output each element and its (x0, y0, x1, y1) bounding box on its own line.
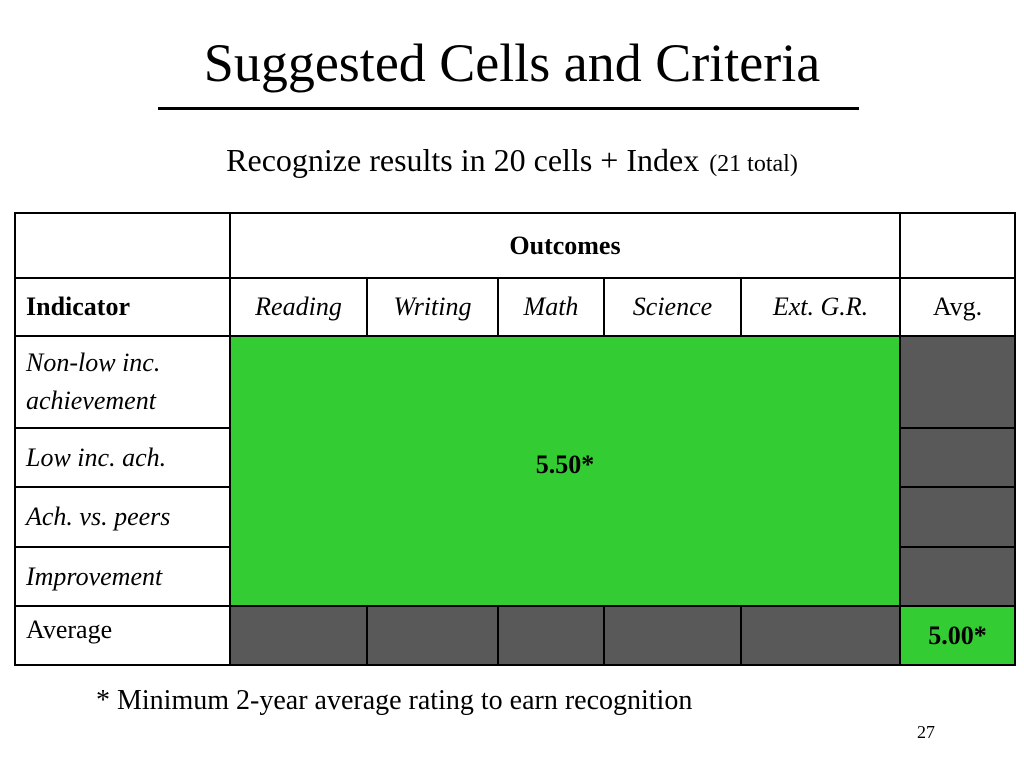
row-label-low-inc: Low inc. ach. (14, 427, 231, 488)
criteria-table: Outcomes Indicator Reading Writing Math … (14, 212, 1016, 666)
column-header-reading: Reading (229, 277, 368, 337)
subtitle-note: (21 total) (709, 151, 798, 177)
subtitle-main: Recognize results in 20 cells + Index (226, 142, 700, 178)
average-gray-cell (366, 605, 499, 666)
average-row: Average 5.00* (14, 605, 1016, 666)
row-label-average: Average (14, 605, 231, 666)
column-header-math: Math (497, 277, 605, 337)
empty-avg-header-cell (899, 212, 1016, 279)
index-value-cell: 5.00* (899, 605, 1016, 666)
average-gray-cell (229, 605, 368, 666)
avg-gray-cell (899, 486, 1016, 548)
table-row: Non-low inc. achievement 5.50* (14, 335, 1016, 607)
avg-gray-cell (899, 335, 1016, 429)
table-row: Low inc. ach. (14, 427, 1016, 488)
column-header-writing: Writing (366, 277, 499, 337)
footnote: * Minimum 2-year average rating to earn … (96, 685, 693, 716)
header-row-columns: Indicator Reading Writing Math Science E… (14, 277, 1016, 337)
average-gray-cell (740, 605, 901, 666)
criteria-value-cell: 5.50* (229, 335, 901, 607)
column-header-science: Science (603, 277, 742, 337)
outcomes-header: Outcomes (229, 212, 901, 279)
indicator-header: Indicator (14, 277, 231, 337)
row-label-non-low-inc: Non-low inc. achievement (14, 335, 231, 429)
column-header-avg: Avg. (899, 277, 1016, 337)
page-number: 27 (917, 722, 935, 742)
table-row: Ach. vs. peers (14, 486, 1016, 548)
row-label-improvement: Improvement (14, 546, 231, 607)
avg-gray-cell (899, 427, 1016, 488)
table-row: Improvement (14, 546, 1016, 607)
column-header-ext-gr: Ext. G.R. (740, 277, 901, 337)
row-label-ach-vs-peers: Ach. vs. peers (14, 486, 231, 548)
slide-subtitle: Recognize results in 20 cells + Index (21… (0, 140, 1024, 184)
average-gray-cell (603, 605, 742, 666)
title-underline (158, 107, 859, 110)
empty-corner-cell (14, 212, 231, 279)
slide-title: Suggested Cells and Criteria (203, 33, 821, 93)
avg-gray-cell (899, 546, 1016, 607)
header-row-outcomes: Outcomes (14, 212, 1016, 279)
average-gray-cell (497, 605, 605, 666)
